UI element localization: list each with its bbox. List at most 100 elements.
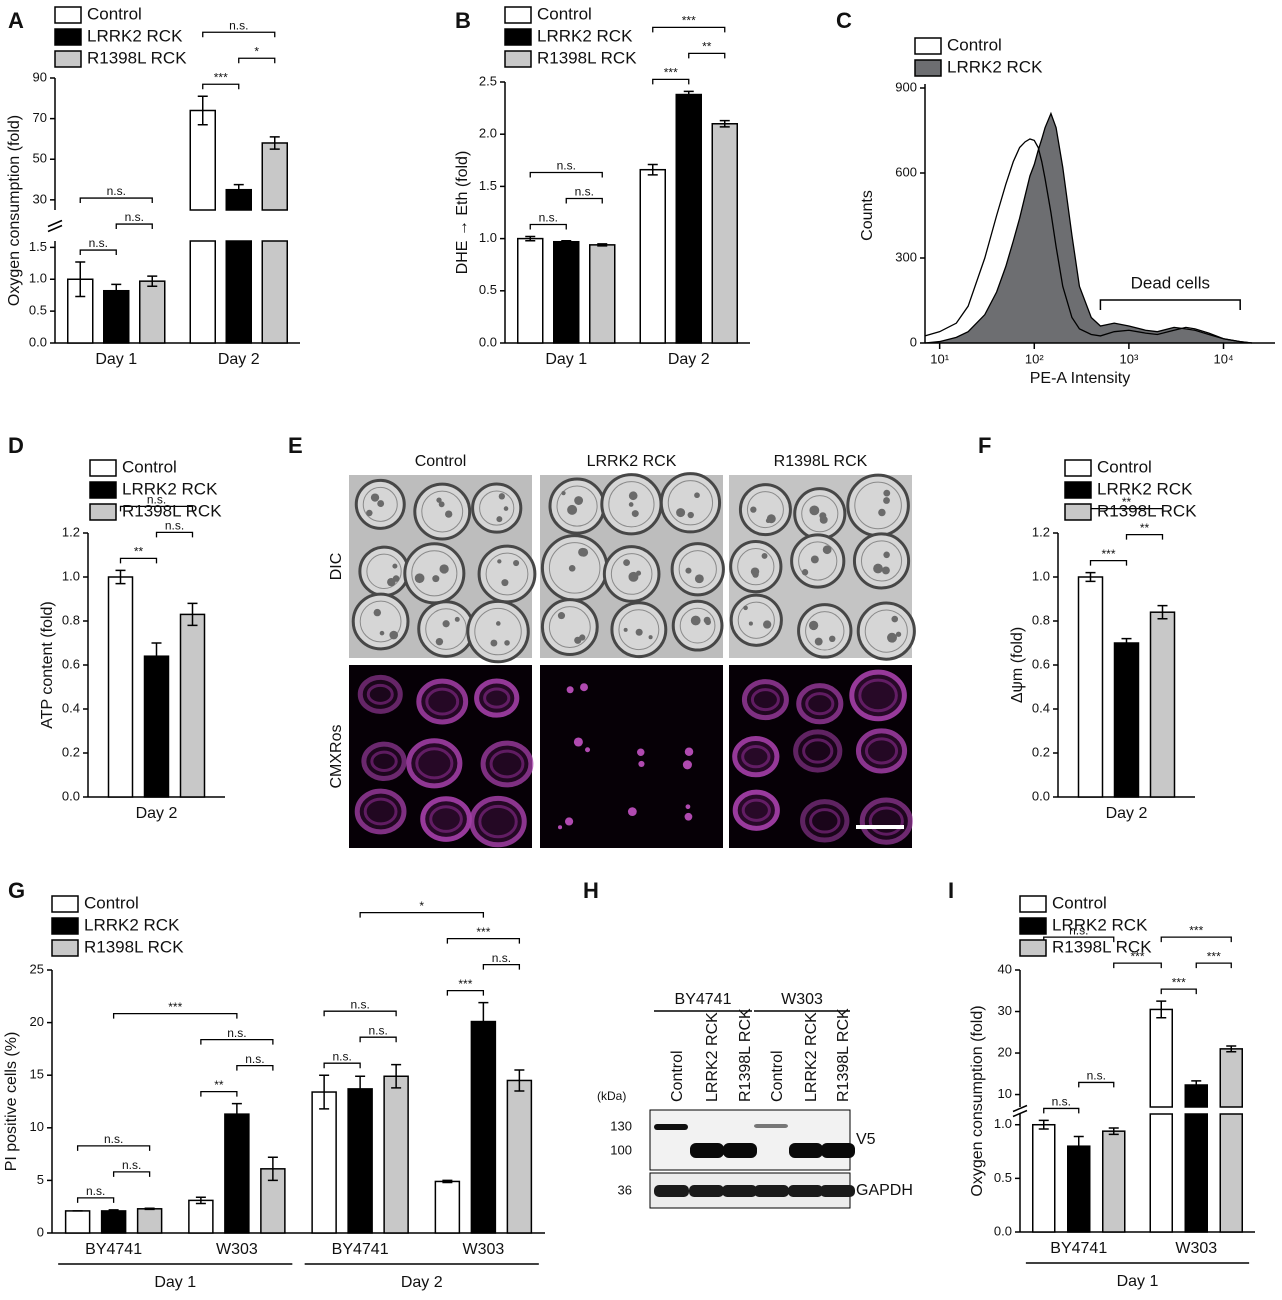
x-tick-label: Day 2 [218, 351, 260, 368]
significance-bracket [323, 1010, 397, 1017]
stain-dot [585, 747, 591, 753]
vacuole [628, 571, 639, 582]
legend-label: LRRK2 RCK [1052, 915, 1148, 934]
lane-label: R1398L RCK [737, 1008, 754, 1102]
y-tick-label: 1.5 [29, 239, 47, 254]
cell-inner [667, 480, 714, 526]
band [820, 1185, 855, 1197]
legend-label: R1398L RCK [1052, 937, 1152, 956]
significance-bracket [79, 197, 153, 204]
significance-label: ** [1122, 495, 1132, 509]
cell-inner [610, 553, 653, 595]
vacuole [648, 635, 653, 640]
vacuole [750, 506, 757, 513]
legend-swatch [89, 481, 117, 499]
cell [540, 598, 599, 656]
cell-inner [362, 486, 398, 522]
band [754, 1124, 788, 1128]
cell-inner [854, 481, 902, 530]
y-tick-label: 0.8 [62, 612, 80, 627]
significance-bracket [200, 1090, 238, 1097]
group-label: Day 1 [1117, 1273, 1159, 1290]
significance-label: n.s. [1069, 923, 1088, 937]
error-bar [514, 1069, 525, 1092]
significance-bracket [236, 1064, 274, 1071]
cell-inner [608, 481, 655, 528]
cell [659, 472, 722, 534]
significance-label: *** [682, 14, 696, 28]
lane-label: Control [769, 1050, 786, 1102]
significance-bracket [359, 1036, 397, 1043]
bar [261, 240, 288, 344]
y-tick-label: 1.2 [1032, 524, 1050, 539]
significance-label: n.s. [165, 519, 184, 533]
vacuole [822, 545, 832, 555]
column-header: R1398L RCK [774, 453, 868, 470]
legend-swatch [1019, 917, 1047, 935]
vacuole [808, 620, 819, 631]
y-tick-label: 1.5 [479, 178, 497, 193]
vacuole [703, 616, 711, 624]
bar [100, 1210, 127, 1234]
significance-label: n.s. [575, 185, 594, 199]
significance-bracket [529, 223, 567, 230]
bar [103, 289, 130, 344]
vacuole [579, 634, 586, 641]
vacuole [389, 630, 399, 640]
group-label: Day 2 [401, 1274, 443, 1291]
significance-label: n.s. [557, 159, 576, 173]
error-bar [597, 243, 608, 247]
mito-stain [800, 799, 850, 843]
vacuole [513, 560, 520, 567]
significance-label: n.s. [492, 951, 511, 965]
bar [347, 1088, 373, 1234]
significance-bracket [200, 1038, 274, 1045]
bar [189, 109, 216, 211]
cell [351, 592, 410, 651]
legend-label: LRRK2 RCK [84, 915, 180, 934]
significance-bracket [482, 963, 521, 970]
significance-label: * [419, 899, 424, 913]
cell-inner [421, 490, 464, 533]
band [754, 1185, 789, 1197]
significance-label: n.s. [539, 211, 558, 225]
marker-label: 100 [610, 1142, 632, 1157]
vacuole [829, 635, 836, 643]
mito-stain-inner [478, 804, 518, 839]
mito-stain [793, 729, 843, 773]
bar [639, 168, 666, 344]
bar [143, 655, 170, 798]
significance-label: n.s. [368, 1023, 387, 1037]
stain-dot [637, 748, 645, 757]
y-tick-label: 1.2 [62, 524, 80, 539]
histogram-area [924, 111, 1253, 344]
significance-bracket [1125, 533, 1164, 540]
group-label: Day 1 [154, 1274, 196, 1291]
significance-bracket [112, 1012, 238, 1019]
cell-inner [678, 550, 717, 589]
vacuole [498, 493, 505, 500]
error-bar [319, 1074, 330, 1110]
significance-bracket [202, 83, 240, 90]
legend-label: Control [1097, 457, 1152, 476]
vacuole [881, 566, 890, 575]
bar [1149, 611, 1176, 798]
mito-stain [855, 728, 908, 774]
significance-bracket [652, 26, 726, 33]
bar [311, 1091, 337, 1234]
error-bar [187, 602, 198, 627]
error-bar [478, 1001, 489, 1042]
mito-stain-inner [483, 687, 511, 709]
vacuole [501, 579, 509, 587]
bar [383, 1075, 409, 1234]
mito-stain-inner [425, 687, 460, 716]
vacuole [631, 510, 639, 518]
significance-bracket [1160, 988, 1197, 995]
micrograph-dic [729, 473, 916, 661]
mito-stain-inner [741, 798, 771, 822]
cell-inner [366, 553, 402, 589]
bar [224, 1113, 250, 1234]
significance-bracket [565, 197, 603, 204]
mito-stain-inner [741, 745, 771, 769]
